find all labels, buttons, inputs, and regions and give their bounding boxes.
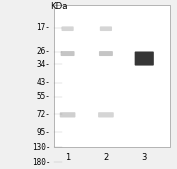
Text: 3: 3 [142, 153, 147, 162]
Text: 1: 1 [65, 153, 70, 162]
Text: 55-: 55- [36, 92, 50, 101]
Text: KDa: KDa [50, 2, 68, 11]
Text: 72-: 72- [36, 110, 50, 118]
FancyBboxPatch shape [61, 26, 74, 31]
Text: 130-: 130- [32, 143, 50, 152]
Text: 34-: 34- [36, 60, 50, 69]
FancyBboxPatch shape [61, 51, 75, 56]
Text: 180-: 180- [32, 158, 50, 166]
FancyBboxPatch shape [99, 51, 113, 56]
Text: 95-: 95- [36, 128, 50, 137]
FancyBboxPatch shape [100, 26, 112, 31]
FancyBboxPatch shape [60, 112, 75, 117]
FancyBboxPatch shape [54, 5, 170, 147]
Text: 26-: 26- [36, 47, 50, 56]
Text: 17-: 17- [36, 23, 50, 32]
Text: 43-: 43- [36, 78, 50, 87]
Text: 2: 2 [103, 153, 109, 162]
FancyBboxPatch shape [135, 52, 154, 66]
FancyBboxPatch shape [98, 112, 114, 117]
